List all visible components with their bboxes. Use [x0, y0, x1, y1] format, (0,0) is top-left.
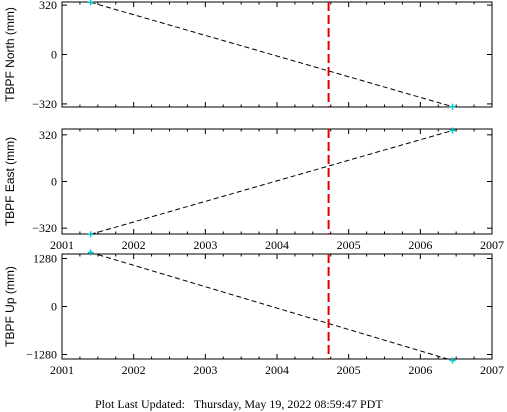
panel-3-xtick-label: 2007 [480, 363, 504, 377]
panel-1-ylabel: TBPF North (mm) [3, 7, 17, 102]
panel-3-xtick-label: 2006 [408, 363, 432, 377]
panel-2-xtick-label: 2006 [408, 238, 432, 252]
panel-2-xtick-label: 2003 [193, 238, 217, 252]
panel-2-xtick-label: 2007 [480, 238, 504, 252]
panel-3-ytick-label: 0 [51, 300, 57, 314]
panel-1-ytick-label: 320 [39, 0, 57, 12]
panel-1-ytick-label: 0 [51, 48, 57, 62]
panel-3-xtick-label: 2001 [50, 363, 74, 377]
footer-spacer [185, 397, 194, 411]
panel-2-xtick-label: 2002 [122, 238, 146, 252]
chart-root: 320 0 −320 TBPF North (mm) 2001 2002 2003 2004 2… [3, 0, 504, 377]
panel-1-ytick-label: −320 [32, 97, 57, 111]
panel-2-ylabel: TBPF East (mm) [3, 137, 17, 226]
panel-2-ytick-label: 320 [39, 128, 57, 142]
panel-1-series-line [90, 2, 453, 107]
panel-3-xtick-label: 2002 [122, 363, 146, 377]
panel-3-xtick-label: 2005 [337, 363, 361, 377]
panel-2-frame [61, 128, 493, 235]
footer: Plot Last Updated: Thursday, May 19, 202… [89, 382, 383, 412]
footer-label: Plot Last Updated: [95, 397, 185, 411]
footer-timestamp: Thursday, May 19, 2022 08:59:47 PDT [193, 397, 383, 411]
panel-2-ytick-label: −320 [32, 221, 57, 235]
panel-2-xtick-label: 2004 [265, 238, 289, 252]
panel-2-xtick-label: 2001 [50, 238, 74, 252]
panel-3-ytick-label: −1280 [26, 348, 57, 362]
panel-3-series-line [93, 254, 450, 359]
panel-3-ylabel: TBPF Up (mm) [3, 266, 17, 347]
panel-2-series-line [90, 129, 453, 234]
panel-3-xtick-label: 2004 [265, 363, 289, 377]
panel-2-xtick-label: 2005 [337, 238, 361, 252]
panel-1-frame [61, 1, 493, 108]
panel-2-ytick-label: 0 [51, 175, 57, 189]
panel-3-xtick-label: 2003 [193, 363, 217, 377]
panel-3-frame [61, 253, 493, 360]
panel-3-ytick-label: 1280 [33, 252, 57, 266]
